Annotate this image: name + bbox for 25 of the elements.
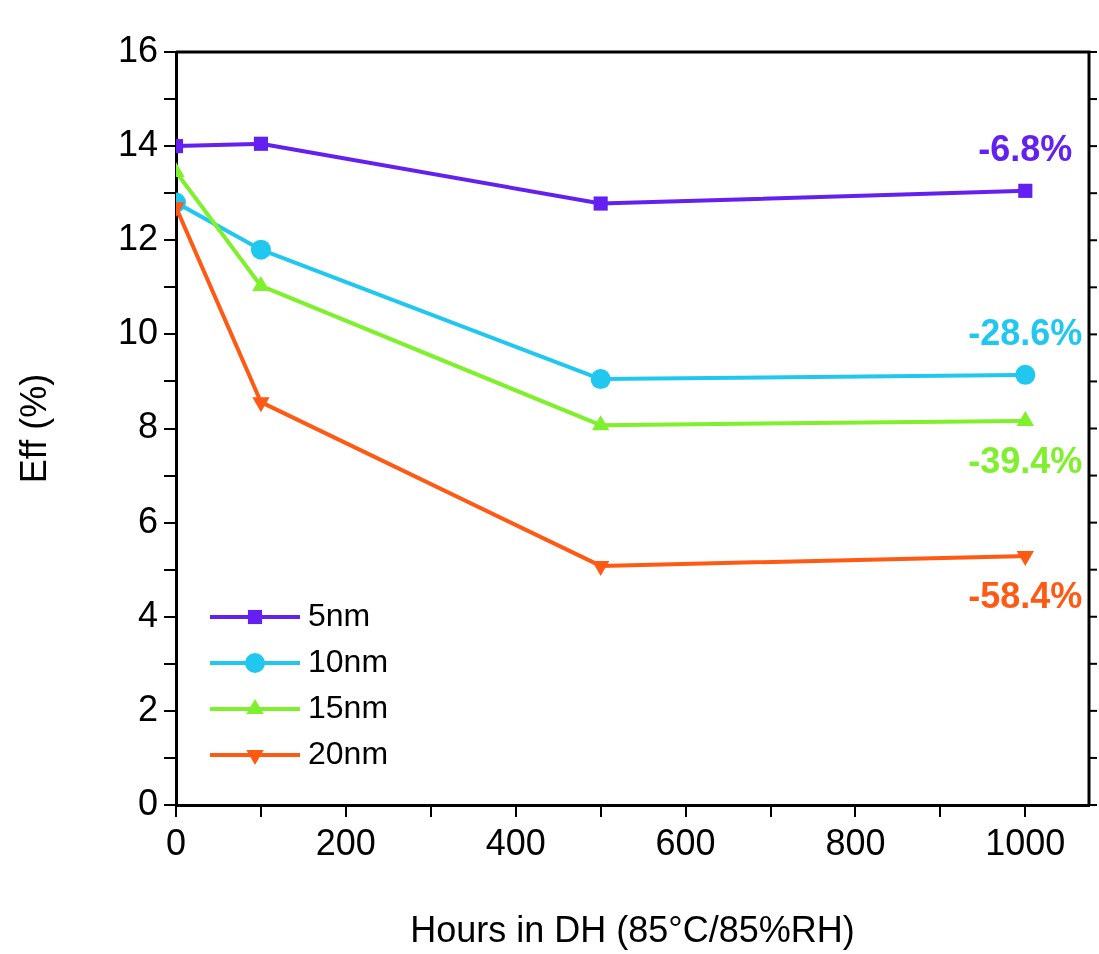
y-tick-label: 14	[117, 123, 158, 165]
y-tick-label: 6	[137, 499, 158, 541]
legend-label: 20nm	[308, 734, 389, 771]
y-tick-label: 12	[117, 217, 158, 259]
annotation: -39.4%	[968, 439, 1083, 481]
annotation: -58.4%	[968, 574, 1083, 616]
legend-label: 5nm	[308, 596, 371, 633]
y-tick-label: 8	[137, 405, 158, 447]
y-axis-title: Eff (%)	[12, 373, 54, 484]
y-tick-label: 16	[117, 28, 158, 70]
x-tick-label: 800	[825, 821, 886, 863]
legend-label: 15nm	[308, 688, 389, 725]
x-tick-label: 200	[315, 821, 376, 863]
x-tick-label: 0	[165, 821, 187, 863]
y-tick-label: 0	[137, 781, 158, 823]
y-tick-label: 4	[137, 593, 158, 635]
y-tick-label: 10	[117, 311, 158, 353]
x-tick-label: 600	[655, 821, 716, 863]
x-tick-label: 400	[485, 821, 546, 863]
x-axis-title: Hours in DH (85°C/85%RH)	[410, 909, 855, 951]
annotation: -28.6%	[968, 311, 1083, 353]
legend-label: 10nm	[308, 642, 389, 679]
x-tick-label: 1000	[985, 821, 1066, 863]
annotation: -6.8%	[978, 127, 1073, 169]
y-tick-label: 2	[137, 687, 158, 729]
